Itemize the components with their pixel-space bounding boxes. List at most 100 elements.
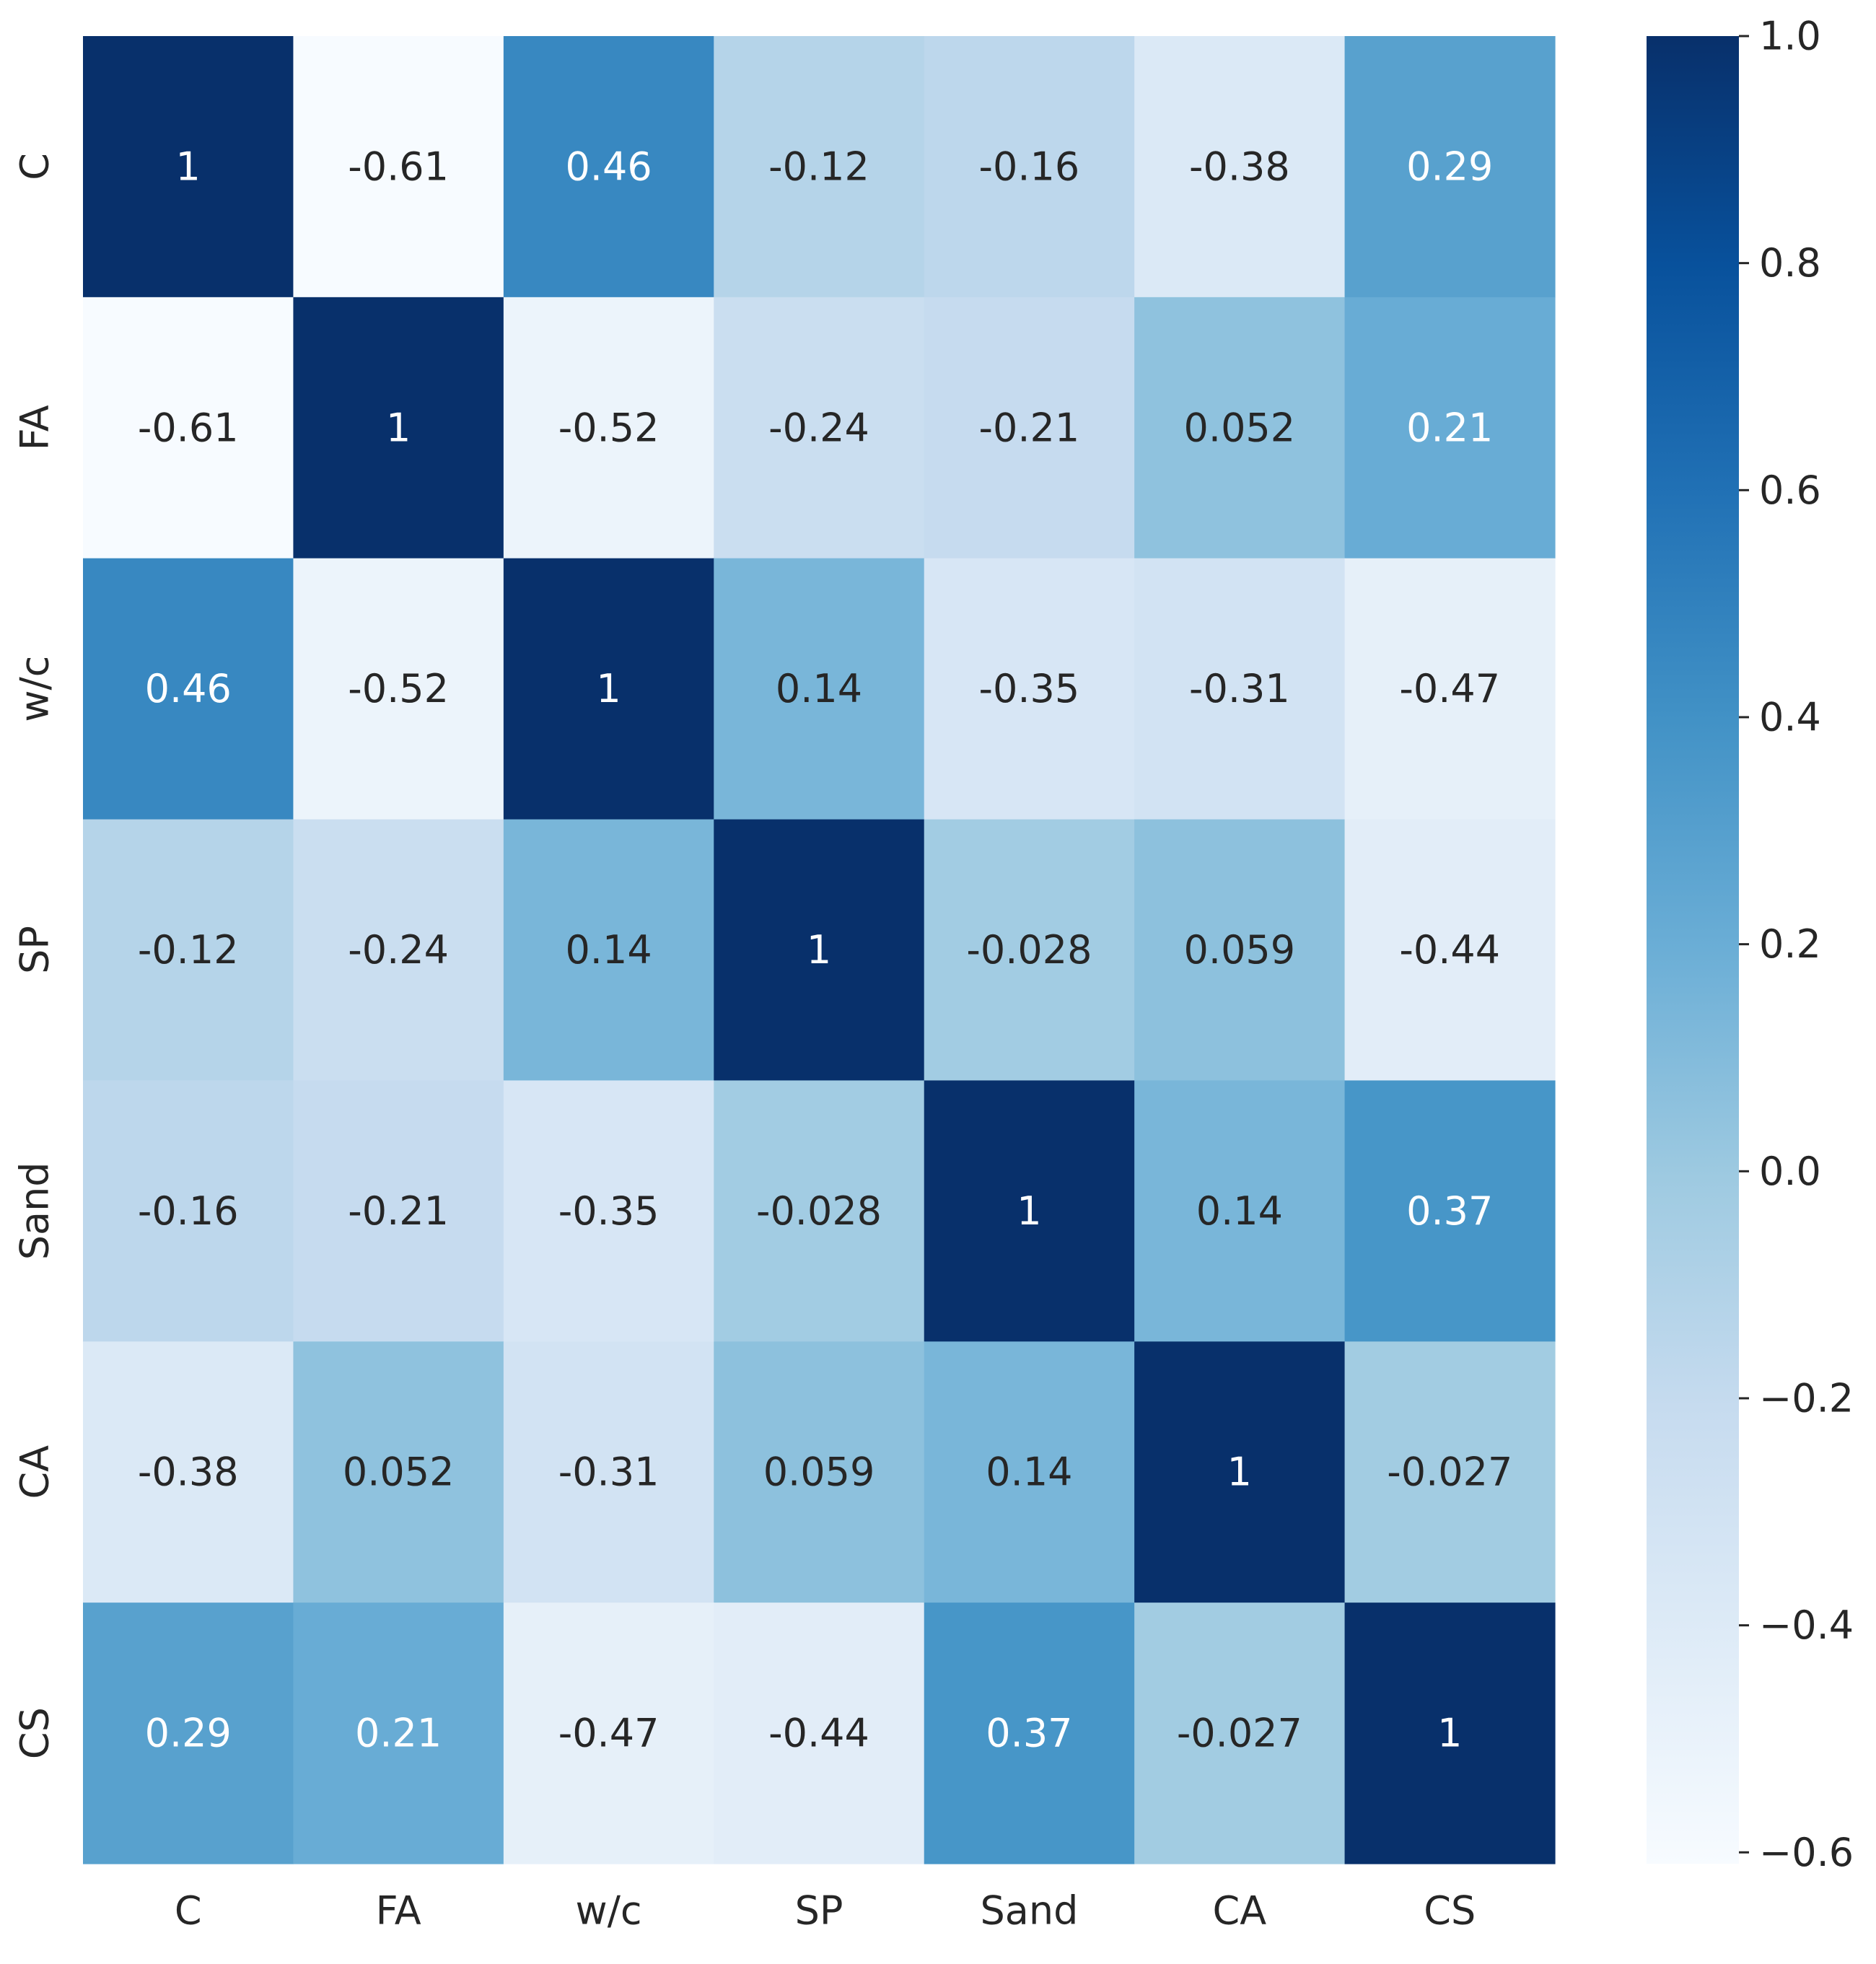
heatmap-cell-w/c-C [83, 558, 294, 820]
heatmap-cell-CS-FA [293, 1603, 504, 1864]
cell-annotation: -0.16 [979, 144, 1080, 189]
heatmap-cell-CA-CS [1344, 1341, 1556, 1603]
cell-annotation: 0.052 [1184, 405, 1296, 450]
heatmap-cell-w/c-CA [1134, 558, 1346, 820]
cell-annotation: 0.14 [1196, 1188, 1283, 1234]
colorbar-tick-label: 0.8 [1759, 240, 1821, 286]
colorbar-tick-label: 0.0 [1759, 1149, 1821, 1194]
heatmap-cell-Sand-C [83, 1080, 294, 1342]
cell-annotation: 0.059 [763, 1450, 875, 1495]
heatmap-cell-C-CS [1344, 36, 1556, 298]
x-tick-label: SP [795, 1888, 843, 1934]
cell-annotation: -0.38 [138, 1450, 239, 1495]
x-tick-label: CA [1213, 1888, 1267, 1934]
y-tick-label: FA [12, 405, 58, 450]
heatmap-cell-CA-Sand [924, 1341, 1135, 1603]
cell-annotation: 0.29 [145, 1711, 232, 1756]
cell-annotation: 0.21 [1406, 405, 1493, 450]
heatmap-cell-CA-CA [1134, 1341, 1346, 1603]
heatmap-cell-FA-SP [714, 297, 925, 559]
heatmap-cell-CS-SP [714, 1603, 925, 1864]
heatmap-cell-C-SP [714, 36, 925, 298]
cell-annotation: -0.028 [756, 1188, 882, 1234]
cell-annotation: 0.37 [1406, 1188, 1493, 1234]
cell-annotation: -0.52 [558, 405, 659, 450]
cell-annotation: 1 [176, 144, 201, 189]
cell-annotation: 0.14 [565, 927, 652, 973]
cell-annotation: 1 [596, 666, 621, 711]
cell-annotation: -0.21 [979, 405, 1080, 450]
cell-annotation: -0.44 [768, 1711, 869, 1756]
y-axis-tick-labels: C FA w/c SP Sand CA CS [12, 153, 58, 1759]
cell-annotation: -0.35 [979, 666, 1080, 711]
cell-annotation: -0.61 [348, 144, 449, 189]
colorbar-tick-label: 0.6 [1759, 468, 1821, 513]
heatmap-cell-SP-w/c [503, 819, 714, 1082]
heatmap-cell-SP-Sand [924, 819, 1135, 1082]
colorbar-tick-label: 0.2 [1759, 921, 1821, 967]
colorbar-tick-label: 1.0 [1759, 14, 1821, 59]
colorbar-gradient [1647, 36, 1739, 1864]
cell-annotation: 0.37 [986, 1711, 1072, 1756]
cell-annotation: -0.24 [348, 927, 449, 973]
heatmap-cell-SP-C [83, 819, 294, 1082]
heatmap-cell-SP-SP [714, 819, 925, 1082]
heatmap-cell-C-C [83, 36, 294, 298]
cell-annotation: -0.52 [348, 666, 449, 711]
cell-annotation: -0.027 [1177, 1711, 1302, 1756]
y-tick-label: CS [12, 1707, 58, 1759]
heatmap-cell-CA-FA [293, 1341, 504, 1603]
cell-annotation: -0.35 [558, 1188, 659, 1234]
colorbar: 1.0 0.8 0.6 0.4 0.2 0.0 −0.2 −0.4 −0.6 [1647, 14, 1854, 1875]
cell-annotation: -0.16 [138, 1188, 239, 1234]
x-tick-label: FA [376, 1888, 421, 1934]
heatmap-cell-C-CA [1134, 36, 1346, 298]
heatmap-cell-C-Sand [924, 36, 1135, 298]
heatmap-cell-Sand-Sand [924, 1080, 1135, 1342]
heatmap-cell-FA-CA [1134, 297, 1346, 559]
y-tick-label: C [12, 153, 58, 180]
heatmap-cell-Sand-FA [293, 1080, 504, 1342]
cell-annotation: 0.052 [343, 1450, 455, 1495]
cell-annotation: -0.027 [1387, 1450, 1512, 1495]
heatmap-cell-CA-SP [714, 1341, 925, 1603]
cell-annotation: 0.059 [1184, 927, 1296, 973]
heatmap-cell-w/c-Sand [924, 558, 1135, 820]
cell-annotations: 1 -0.61 0.46 -0.12 -0.16 -0.38 0.29 -0.61 1 -0.52… [138, 144, 1512, 1755]
cell-annotation: -0.44 [1399, 927, 1500, 973]
cell-annotation: 1 [807, 927, 831, 973]
cell-annotation: -0.12 [768, 144, 869, 189]
heatmap-cell-SP-CS [1344, 819, 1556, 1082]
heatmap-cell-Sand-SP [714, 1080, 925, 1342]
colorbar-tick-label: 0.4 [1759, 694, 1821, 740]
cell-annotation: 0.14 [776, 666, 862, 711]
heatmap-cell-CS-w/c [503, 1603, 714, 1864]
cell-annotation: 1 [1227, 1450, 1252, 1495]
heatmap-cell-C-w/c [503, 36, 714, 298]
cell-annotation: -0.47 [1399, 666, 1500, 711]
heatmap-cell-w/c-w/c [503, 558, 714, 820]
heatmap-cells [83, 36, 1556, 1864]
x-tick-label: Sand [980, 1888, 1078, 1934]
cell-annotation: -0.028 [966, 927, 1092, 973]
heatmap-cell-FA-C [83, 297, 294, 559]
y-tick-label: Sand [12, 1162, 58, 1260]
cell-annotation: 0.46 [145, 666, 232, 711]
heatmap-cell-w/c-SP [714, 558, 925, 820]
heatmap-cell-CA-w/c [503, 1341, 714, 1603]
heatmap-cell-SP-CA [1134, 819, 1346, 1082]
cell-annotation: -0.31 [558, 1450, 659, 1495]
heatmap-cell-C-FA [293, 36, 504, 298]
heatmap-cell-FA-Sand [924, 297, 1135, 559]
heatmap-cell-FA-CS [1344, 297, 1556, 559]
y-tick-label: SP [12, 926, 58, 974]
cell-annotation: -0.47 [558, 1711, 659, 1756]
x-tick-label: C [175, 1888, 202, 1934]
cell-annotation: -0.24 [768, 405, 869, 450]
heatmap-cell-Sand-CA [1134, 1080, 1346, 1342]
x-tick-label: CS [1424, 1888, 1476, 1934]
cell-annotation: -0.61 [138, 405, 239, 450]
cell-annotation: 0.29 [1406, 144, 1493, 189]
